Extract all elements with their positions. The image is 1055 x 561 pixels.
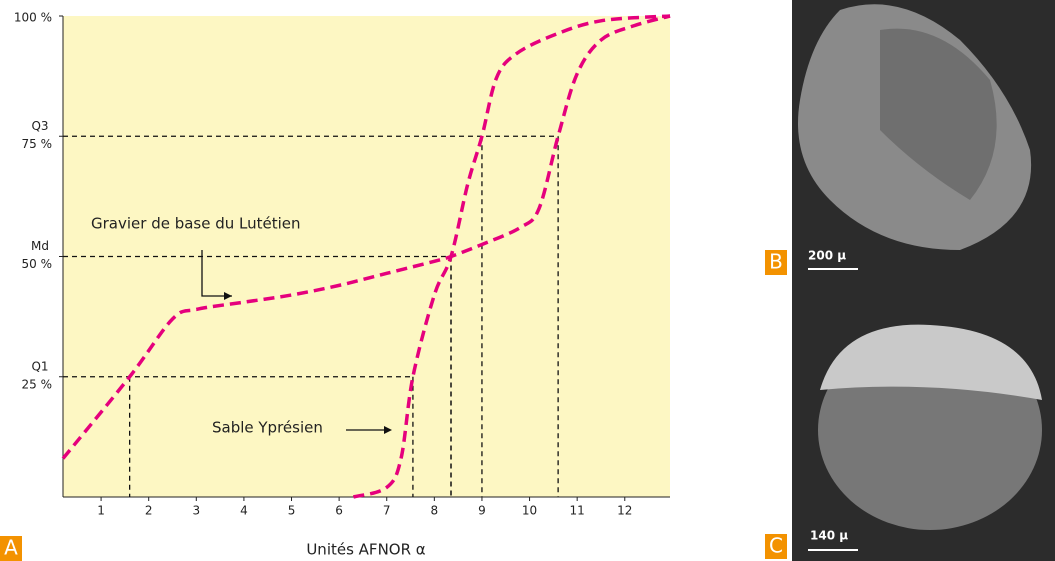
x-tick-label: 5 <box>288 504 296 518</box>
scale-label: 140 µ <box>810 529 848 543</box>
x-tick-label: 8 <box>431 504 439 518</box>
y-tick-label: 50 % <box>22 257 53 271</box>
y-tick-label: 75 % <box>22 137 53 151</box>
figure: Unités AFNOR α A 200 µ 140 µ B C Gravier… <box>0 0 1055 561</box>
photos: 200 µ 140 µ B C <box>765 0 1055 561</box>
x-tick-label: 6 <box>335 504 343 518</box>
x-tick-label: 12 <box>617 504 632 518</box>
x-tick-label: 4 <box>240 504 248 518</box>
annotation: Sable Yprésien <box>212 419 323 437</box>
x-tick-label: 1 <box>97 504 105 518</box>
x-tick-label: 9 <box>478 504 486 518</box>
x-tick-label: 10 <box>522 504 537 518</box>
x-tick-label: 7 <box>383 504 391 518</box>
quartile-name: Md <box>31 239 49 253</box>
x-axis-label: Unités AFNOR α <box>306 541 425 559</box>
x-tick-label: 3 <box>192 504 200 518</box>
y-tick-label: 100 % <box>14 11 52 25</box>
quartile-name: Q1 <box>31 359 48 373</box>
panel-tag: B <box>769 250 783 274</box>
y-tick-label: 25 % <box>22 377 53 391</box>
quartile-name: Q3 <box>31 119 48 133</box>
x-tick-label: 2 <box>145 504 153 518</box>
panel-tag: C <box>769 534 783 558</box>
annotation: Gravier de base du Lutétien <box>91 215 301 233</box>
scale-label: 200 µ <box>808 249 846 263</box>
panel-tag: A <box>4 536 18 560</box>
x-tick-label: 11 <box>570 504 585 518</box>
